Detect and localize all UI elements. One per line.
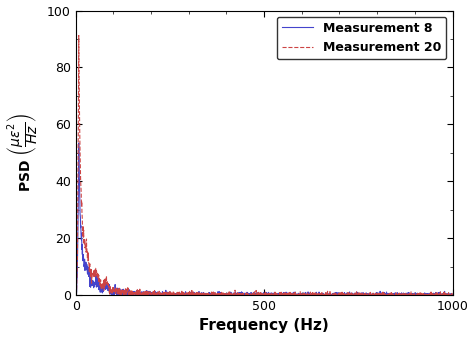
Line: Measurement 8: Measurement 8 <box>76 143 453 295</box>
Measurement 20 <box>92 267 98 271</box>
Measurement 20 <box>439 293 445 297</box>
Measurement 20 <box>370 293 375 297</box>
Measurement 20 <box>76 34 82 38</box>
Measurement 8 <box>370 293 375 297</box>
Line: Measurement 20: Measurement 20 <box>76 36 453 295</box>
Measurement 8 <box>439 293 445 297</box>
Y-axis label: PSD $\left(\dfrac{\mu\varepsilon^2}{Hz}\right)$: PSD $\left(\dfrac{\mu\varepsilon^2}{Hz}\… <box>6 113 41 193</box>
Measurement 20 <box>439 292 445 296</box>
Measurement 8 <box>450 293 456 297</box>
Measurement 8 <box>73 291 79 295</box>
Measurement 8 <box>92 280 98 284</box>
Measurement 20 <box>256 293 262 297</box>
Measurement 20 <box>246 293 252 297</box>
Measurement 8 <box>256 293 262 297</box>
Measurement 8 <box>73 293 79 297</box>
Measurement 8 <box>76 141 82 145</box>
Legend: Measurement 8, Measurement 20: Measurement 8, Measurement 20 <box>277 17 446 59</box>
Measurement 8 <box>439 293 445 297</box>
X-axis label: Frequency (Hz): Frequency (Hz) <box>199 318 329 334</box>
Measurement 8 <box>246 293 252 297</box>
Measurement 20 <box>450 292 456 296</box>
Measurement 20 <box>73 293 79 297</box>
